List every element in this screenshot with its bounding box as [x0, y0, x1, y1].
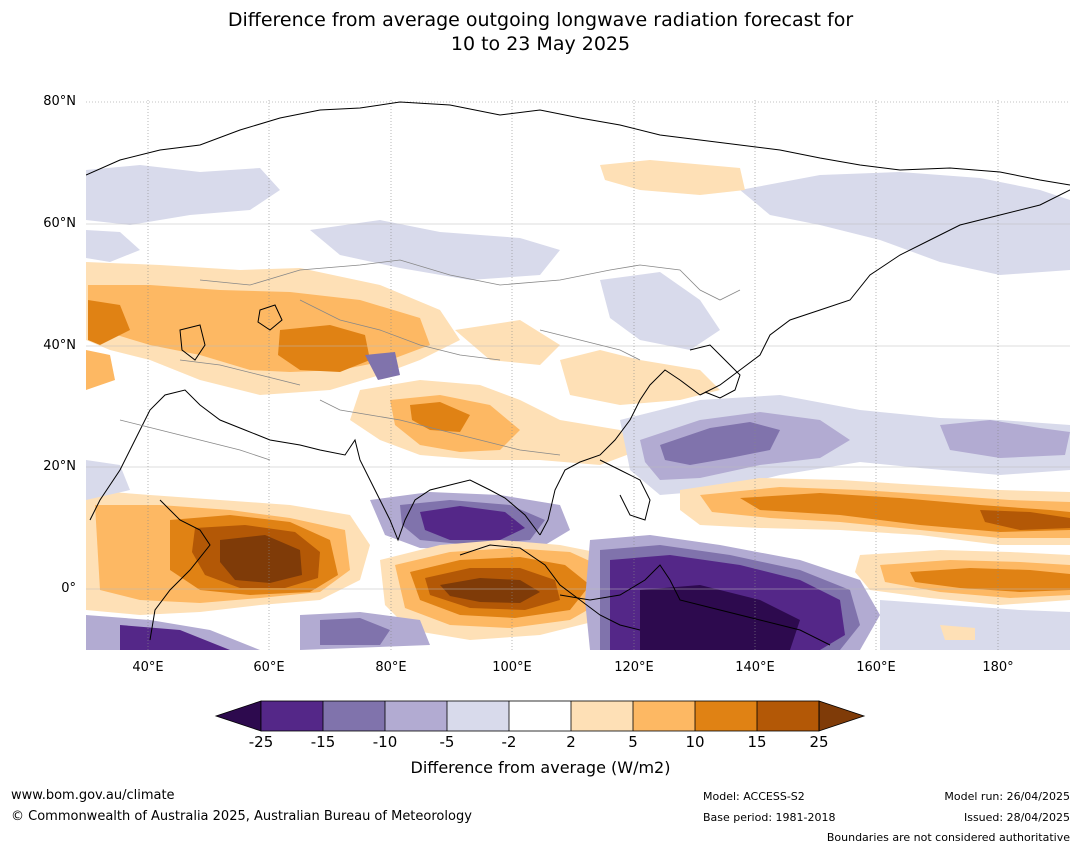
colorbar [214, 700, 866, 732]
issued-text: Issued: 28/04/2025 [963, 811, 1070, 824]
disclaimer-text: Boundaries are not considered authoritat… [826, 831, 1070, 844]
colorbar-tick: -2 [501, 733, 517, 751]
country-borders [119, 259, 741, 461]
lon-label-80e: 80°E [375, 660, 407, 675]
colorbar-upper-extension [818, 700, 866, 732]
colorbar-tick: -10 [372, 733, 398, 751]
lat-label-0: 0° [61, 581, 76, 596]
colorbar-bin [509, 701, 571, 731]
lon-label-60e: 60°E [253, 660, 285, 675]
model-text: Model: ACCESS-S2 [703, 790, 805, 803]
colorbar-tick: 2 [566, 733, 576, 751]
lat-label-60n: 60°N [43, 216, 76, 231]
lon-label-40e: 40°E [132, 660, 164, 675]
colorbar-bin [323, 701, 385, 731]
model-run-text: Model run: 26/04/2025 [944, 790, 1070, 803]
colorbar-bin [571, 701, 633, 731]
colorbar-tick: -25 [248, 733, 274, 751]
colorbar-bin [261, 701, 323, 731]
colorbar-bin [385, 701, 447, 731]
lat-label-40n: 40°N [43, 338, 76, 353]
colorbar-tick: -5 [439, 733, 455, 751]
colorbar-lower-extension [214, 700, 262, 732]
colorbar-bin [633, 701, 695, 731]
gridlines [86, 100, 1070, 650]
lat-label-20n: 20°N [43, 459, 76, 474]
lon-label-180: 180° [982, 660, 1014, 675]
copyright-text: © Commonwealth of Australia 2025, Austra… [11, 809, 472, 824]
title-line-2: 10 to 23 May 2025 [450, 33, 631, 55]
lat-label-80n: 80°N [43, 94, 76, 109]
colorbar-tick: 25 [809, 733, 829, 751]
colorbar-bin [757, 701, 819, 731]
coastlines [86, 101, 1070, 646]
colorbar-bin [447, 701, 509, 731]
lon-label-140e: 140°E [735, 660, 775, 675]
base-period-text: Base period: 1981-2018 [703, 811, 836, 824]
anomaly-field [86, 100, 1070, 650]
lon-label-160e: 160°E [856, 660, 896, 675]
lon-label-100e: 100°E [492, 660, 532, 675]
colorbar-tick: 5 [628, 733, 638, 751]
title-line-1: Difference from average outgoing longwav… [227, 9, 854, 31]
colorbar-bin [695, 701, 757, 731]
map-title: Difference from average outgoing longwav… [0, 8, 1081, 56]
website-link[interactable]: www.bom.gov.au/climate [11, 788, 175, 803]
lon-label-120e: 120°E [614, 660, 654, 675]
colorbar-tick: -15 [310, 733, 336, 751]
colorbar-tick: 15 [747, 733, 767, 751]
colorbar-title: Difference from average (W/m2) [410, 758, 671, 777]
colorbar-tick: 10 [685, 733, 705, 751]
